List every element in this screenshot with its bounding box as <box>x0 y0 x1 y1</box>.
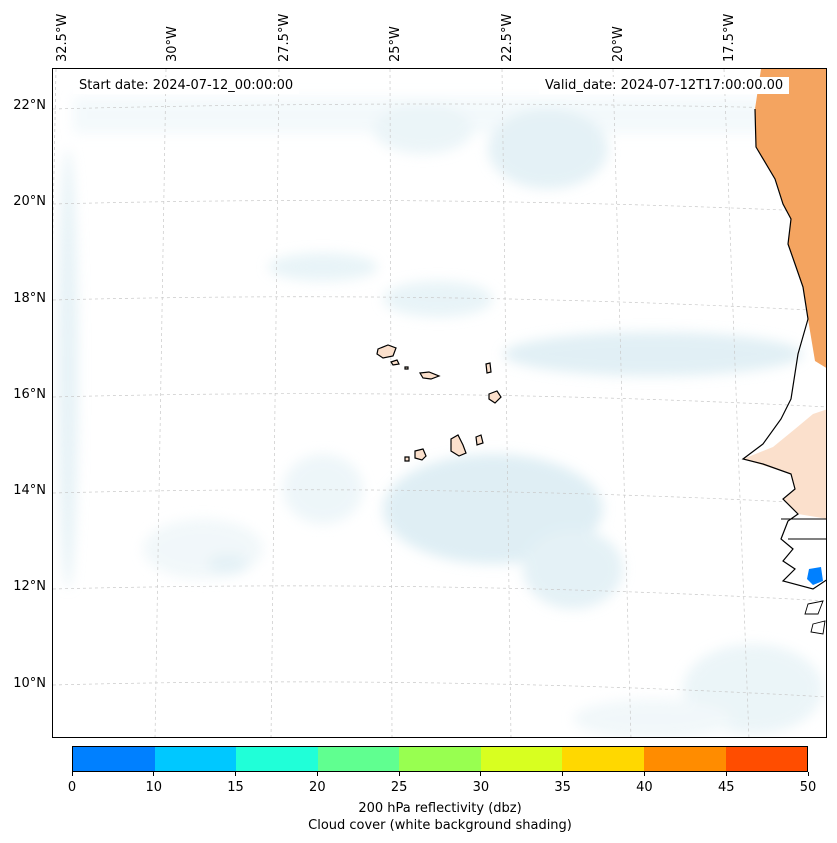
colorbar-tick <box>316 772 318 776</box>
map-canvas <box>53 69 826 737</box>
colorbar-tick <box>643 772 645 776</box>
colorbar-segment <box>562 747 644 771</box>
colorbar-tick-label: 25 <box>390 780 408 795</box>
map-area <box>52 68 827 738</box>
lat-gridline <box>53 681 826 698</box>
colorbar-tick <box>562 772 564 776</box>
colorbar-tick-label: 45 <box>717 780 735 795</box>
lat-gridline <box>53 103 826 110</box>
colorbar-tick-label: 15 <box>227 780 244 795</box>
lon-label: 22.5°W <box>500 13 515 62</box>
gridlines <box>53 69 826 737</box>
colorbar-segment <box>236 747 318 771</box>
cape-verde-islands <box>376 344 502 462</box>
cloud-cover-layer <box>58 97 823 737</box>
colorbar-tick-label: 20 <box>309 780 326 795</box>
cloud-patch <box>373 104 473 154</box>
lon-label: 27.5°W <box>277 13 292 62</box>
colorbar-label: 200 hPa reflectivity (dbz) <box>358 801 522 816</box>
valid-date-label: Valid_date: 2024-07-12T17:00:00.00 <box>539 77 790 94</box>
colorbar-segment <box>725 747 808 771</box>
cloud-patch <box>208 554 248 574</box>
cloud-patch <box>383 281 493 317</box>
colorbar-tick <box>480 772 482 776</box>
island <box>485 362 492 374</box>
cloud-patch <box>503 332 803 376</box>
colorbar-sublabel: Cloud cover (white background shading) <box>308 818 572 833</box>
colorbar-tick-label: 50 <box>799 780 817 795</box>
lon-gridline <box>501 69 512 737</box>
cloud-patch <box>268 253 378 281</box>
lon-label: 25°W <box>388 26 403 62</box>
coastline <box>804 600 826 635</box>
colorbar-tick <box>398 772 400 776</box>
colorbar-tick <box>807 772 809 776</box>
island <box>450 434 467 457</box>
lon-gridline <box>154 69 167 737</box>
cloud-patch <box>488 109 608 189</box>
lat-gridline <box>53 200 826 213</box>
reflectivity-blob <box>807 567 823 585</box>
lon-label: 32.5°W <box>55 13 70 62</box>
lat-label: 10°N <box>13 676 46 691</box>
cloud-patch <box>143 519 263 579</box>
lat-label: 18°N <box>13 291 46 306</box>
lon-gridline <box>270 69 280 737</box>
coastline <box>781 518 826 540</box>
lat-label: 22°N <box>13 98 46 113</box>
island <box>404 366 409 370</box>
colorbar-segment <box>399 747 481 771</box>
africa-coast <box>741 69 826 635</box>
colorbar-tick <box>71 772 73 776</box>
lon-label: 30°W <box>165 26 180 62</box>
island <box>404 456 410 462</box>
colorbar-tick-label: 35 <box>554 780 571 795</box>
lat-gridline <box>53 393 826 408</box>
colorbar-segment <box>73 747 155 771</box>
colorbar <box>72 746 808 772</box>
colorbar-segment <box>643 747 726 771</box>
lon-gridline <box>612 69 632 737</box>
cloud-patch <box>58 149 78 589</box>
colorbar-tick-label: 40 <box>636 780 653 795</box>
island <box>475 434 484 446</box>
colorbar-tick-label: 10 <box>145 780 163 795</box>
lon-label: 17.5°W <box>722 13 737 62</box>
lon-gridline <box>723 69 750 737</box>
colorbar-tick <box>153 772 155 776</box>
lat-label: 14°N <box>13 483 46 498</box>
colorbar-tick-label: 30 <box>472 780 490 795</box>
cloud-patch <box>283 454 363 524</box>
lat-label: 12°N <box>13 579 46 594</box>
island <box>419 371 441 380</box>
colorbar-segment <box>480 747 563 771</box>
lon-label: 20°W <box>611 26 626 62</box>
lon-gridline <box>389 69 393 737</box>
land-shape <box>743 409 826 519</box>
cloud-patch <box>573 699 733 737</box>
island <box>488 390 502 404</box>
island <box>376 344 397 359</box>
lon-gridline <box>53 69 57 242</box>
lat-gridline <box>53 296 826 312</box>
lat-label: 16°N <box>13 387 46 402</box>
island <box>414 448 427 461</box>
cloud-patch <box>523 529 623 609</box>
lat-gridline <box>53 585 826 602</box>
colorbar-tick-label: 0 <box>67 780 77 795</box>
start-date-label: Start date: 2024-07-12_00:00:00 <box>73 77 300 94</box>
colorbar-tick <box>725 772 727 776</box>
coastline <box>741 108 826 590</box>
island <box>390 359 400 366</box>
land-shape <box>755 69 826 368</box>
colorbar-segment <box>154 747 237 771</box>
lat-label: 20°N <box>13 194 46 209</box>
colorbar-segment <box>317 747 400 771</box>
colorbar-tick <box>235 772 237 776</box>
lat-gridline <box>53 489 826 505</box>
